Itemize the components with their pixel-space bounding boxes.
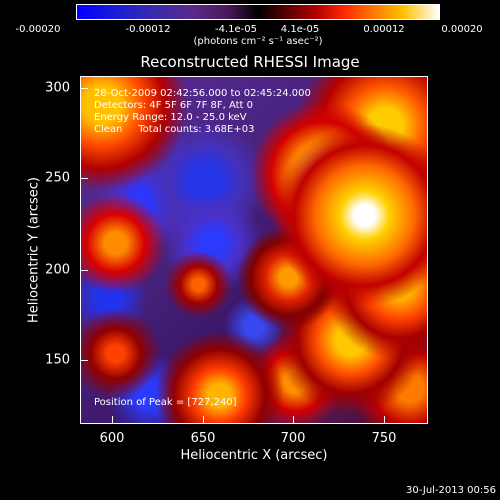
- peak-position-label: Position of Peak = [727,240]: [94, 397, 237, 408]
- y-tick-label: 150: [45, 352, 70, 368]
- method-counts-label: Clean Total counts: 3.68E+03: [94, 124, 255, 135]
- y-tick-mark: [80, 178, 88, 179]
- y-tick-label: 250: [45, 170, 70, 186]
- colorbar-tick: 0.00012: [363, 24, 405, 35]
- colorbar-tick: 0.00020: [441, 24, 483, 35]
- y-tick-mark: [80, 270, 88, 271]
- x-tick-label: 700: [280, 431, 306, 446]
- rhessi-image: [80, 76, 428, 424]
- colorbar-tick: 4.1e-05: [280, 24, 320, 35]
- colorbar-tick: -4.1e-05: [215, 24, 257, 35]
- detectors-label: Detectors: 4F 5F 6F 7F 8F, Att 0: [94, 100, 254, 111]
- x-tick-label: 650: [190, 431, 216, 446]
- x-axis-label: Heliocentric X (arcsec): [180, 448, 328, 463]
- x-tick-mark: [203, 416, 204, 424]
- colorbar-unit-label: (photons cm⁻² s⁻¹ asec⁻²): [193, 36, 323, 47]
- colorbar: [76, 4, 440, 20]
- energy-range-label: Energy Range: 12.0 - 25.0 keV: [94, 112, 247, 123]
- generation-timestamp: 30-Jul-2013 00:56: [405, 485, 496, 496]
- y-tick-mark: [80, 88, 88, 89]
- time-range-label: 28-Oct-2009 02:42:56.000 to 02:45:24.000: [94, 88, 311, 99]
- colorbar-tick: -0.00012: [125, 24, 171, 35]
- x-tick-label: 750: [371, 431, 397, 446]
- y-axis-label: Heliocentric Y (arcsec): [26, 177, 42, 323]
- x-tick-label: 600: [99, 431, 125, 446]
- colorbar-tick: -0.00020: [15, 24, 61, 35]
- x-tick-mark: [112, 416, 113, 424]
- image-title: Reconstructed RHESSI Image: [140, 53, 360, 71]
- y-tick-label: 300: [45, 80, 70, 96]
- x-tick-mark: [384, 416, 385, 424]
- y-tick-mark: [80, 360, 88, 361]
- y-tick-label: 200: [45, 262, 70, 278]
- x-tick-mark: [293, 416, 294, 424]
